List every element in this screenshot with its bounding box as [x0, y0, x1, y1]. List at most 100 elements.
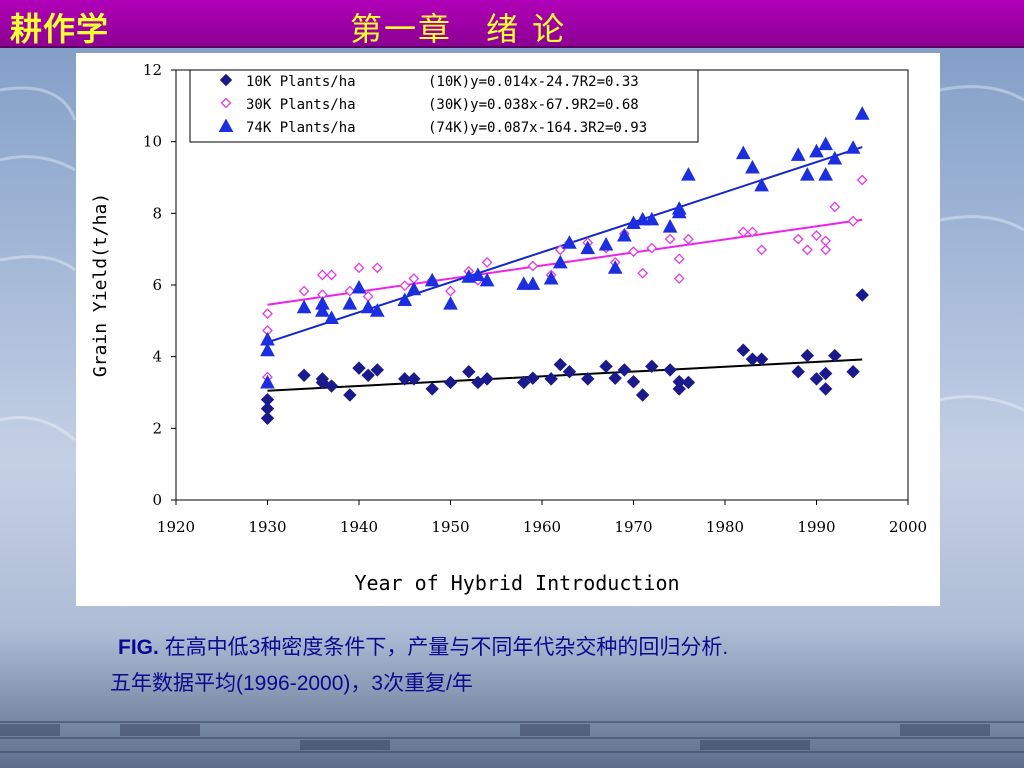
data-point-series-1 — [754, 352, 769, 366]
data-point-series-1 — [846, 365, 860, 379]
data-point-series-1 — [562, 365, 577, 379]
legend-label-1: 10K Plants/ha — [246, 74, 356, 90]
legend-box — [189, 69, 699, 143]
data-point-series-2 — [262, 308, 273, 320]
x-tick-label: 1960 — [523, 518, 561, 536]
data-point-series-2 — [637, 267, 649, 279]
data-point-series-1 — [828, 348, 842, 363]
data-point-series-3 — [580, 240, 596, 255]
data-point-series-2 — [371, 262, 383, 274]
data-point-series-3 — [845, 140, 861, 154]
data-point-series-1 — [315, 375, 330, 390]
data-point-series-3 — [470, 267, 486, 281]
fit-line-1 — [267, 358, 863, 392]
data-point-series-3 — [443, 296, 458, 310]
data-point-series-2 — [298, 285, 310, 297]
x-axis-label: Year of Hybrid Introduction — [354, 571, 679, 595]
data-point-series-1 — [471, 375, 485, 390]
data-point-series-3 — [351, 279, 367, 294]
data-point-series-2 — [811, 230, 822, 241]
data-point-series-1 — [407, 372, 421, 386]
data-point-series-2 — [527, 260, 539, 272]
x-tick-label: 1920 — [157, 518, 195, 536]
data-point-series-3 — [552, 254, 568, 269]
data-point-series-2 — [682, 233, 694, 245]
data-point-series-2 — [801, 244, 813, 256]
fig-label: FIG. — [118, 636, 159, 659]
data-point-series-2 — [481, 257, 493, 268]
data-point-series-3 — [543, 271, 559, 285]
data-point-series-3 — [424, 272, 440, 287]
data-point-series-1 — [526, 371, 540, 385]
data-point-series-3 — [260, 374, 275, 389]
data-point-series-3 — [735, 145, 751, 160]
data-point-series-1 — [855, 288, 869, 302]
data-point-series-2 — [747, 226, 758, 238]
data-point-series-2 — [820, 235, 832, 247]
data-point-series-3 — [562, 235, 577, 249]
data-point-series-1 — [516, 375, 531, 390]
data-point-series-3 — [324, 310, 339, 324]
data-point-series-1 — [626, 375, 641, 389]
x-tick-label: 1990 — [797, 518, 835, 536]
data-point-series-2 — [664, 233, 676, 245]
data-point-series-3 — [818, 136, 833, 151]
data-point-series-1 — [791, 365, 805, 379]
data-point-series-3 — [260, 342, 275, 357]
data-point-series-1 — [361, 368, 375, 383]
data-point-series-2 — [628, 246, 639, 258]
data-point-series-2 — [408, 273, 420, 284]
data-point-series-1 — [809, 372, 824, 386]
data-point-series-2 — [737, 226, 749, 238]
y-axis-label: Grain Yield(t/ha) — [90, 193, 111, 377]
title-bar: 耕作学 第一章 绪 论 — [0, 0, 1024, 48]
data-point-series-1 — [480, 372, 494, 386]
data-point-series-1 — [736, 343, 751, 357]
data-point-series-1 — [599, 359, 613, 374]
data-point-series-3 — [598, 236, 614, 251]
legend-marker-3 — [218, 118, 234, 132]
y-tick-label: 4 — [152, 348, 162, 366]
data-point-series-2 — [326, 269, 337, 281]
data-point-series-2 — [646, 242, 658, 254]
x-tick-label: 1970 — [614, 518, 652, 536]
data-point-series-3 — [809, 143, 824, 158]
data-point-series-1 — [443, 375, 458, 390]
data-point-series-1 — [544, 372, 558, 386]
data-point-series-3 — [479, 272, 495, 287]
legend-equation-1: (10K)y=0.014x-24.7R2=0.33 — [428, 74, 639, 90]
data-point-series-3 — [369, 303, 385, 317]
chapter-title: 第一章 绪 论 — [350, 10, 567, 48]
data-point-series-1 — [398, 372, 412, 386]
legend-label-3: 74K Plants/ha — [246, 120, 356, 136]
data-point-series-3 — [360, 299, 376, 314]
data-point-series-3 — [607, 260, 623, 274]
data-point-series-1 — [608, 371, 622, 385]
data-point-series-1 — [681, 375, 696, 390]
data-point-series-2 — [820, 244, 832, 256]
data-point-series-1 — [745, 352, 760, 366]
scatter-chart: 1920 1930 1940 1950 1960 1970 1980 1990 2000 0 2 4 6… — [90, 61, 927, 595]
data-point-series-1 — [672, 382, 686, 396]
legend-marker-1 — [219, 73, 233, 87]
data-point-series-2 — [856, 174, 868, 186]
data-point-series-1 — [617, 363, 632, 377]
course-title: 耕作学 — [10, 10, 110, 48]
data-point-series-2 — [316, 269, 328, 281]
data-point-series-1 — [663, 363, 677, 377]
figure-caption: FIG. 在高中低3种密度条件下，产量与不同年代杂交种的回归分析. 五年数据平均… — [110, 630, 990, 702]
y-tick-label: 6 — [152, 276, 162, 294]
y-tick-label: 12 — [143, 61, 162, 79]
data-point-series-1 — [818, 366, 833, 381]
data-point-series-3 — [296, 299, 312, 314]
legend-equation-3: (74K)y=0.087x-164.3R2=0.93 — [428, 120, 647, 136]
legend-marker-2 — [220, 97, 232, 109]
data-point-series-1 — [324, 379, 339, 393]
data-point-series-3 — [644, 211, 660, 226]
data-point-series-3 — [790, 147, 806, 161]
data-point-series-1 — [645, 359, 659, 374]
caption-line-1: 在高中低3种密度条件下，产量与不同年代杂交种的回归分析. — [164, 636, 729, 659]
x-tick-label: 1930 — [248, 518, 286, 536]
legend-label-2: 30K Plants/ha — [246, 97, 356, 113]
data-point-series-1 — [260, 411, 275, 426]
